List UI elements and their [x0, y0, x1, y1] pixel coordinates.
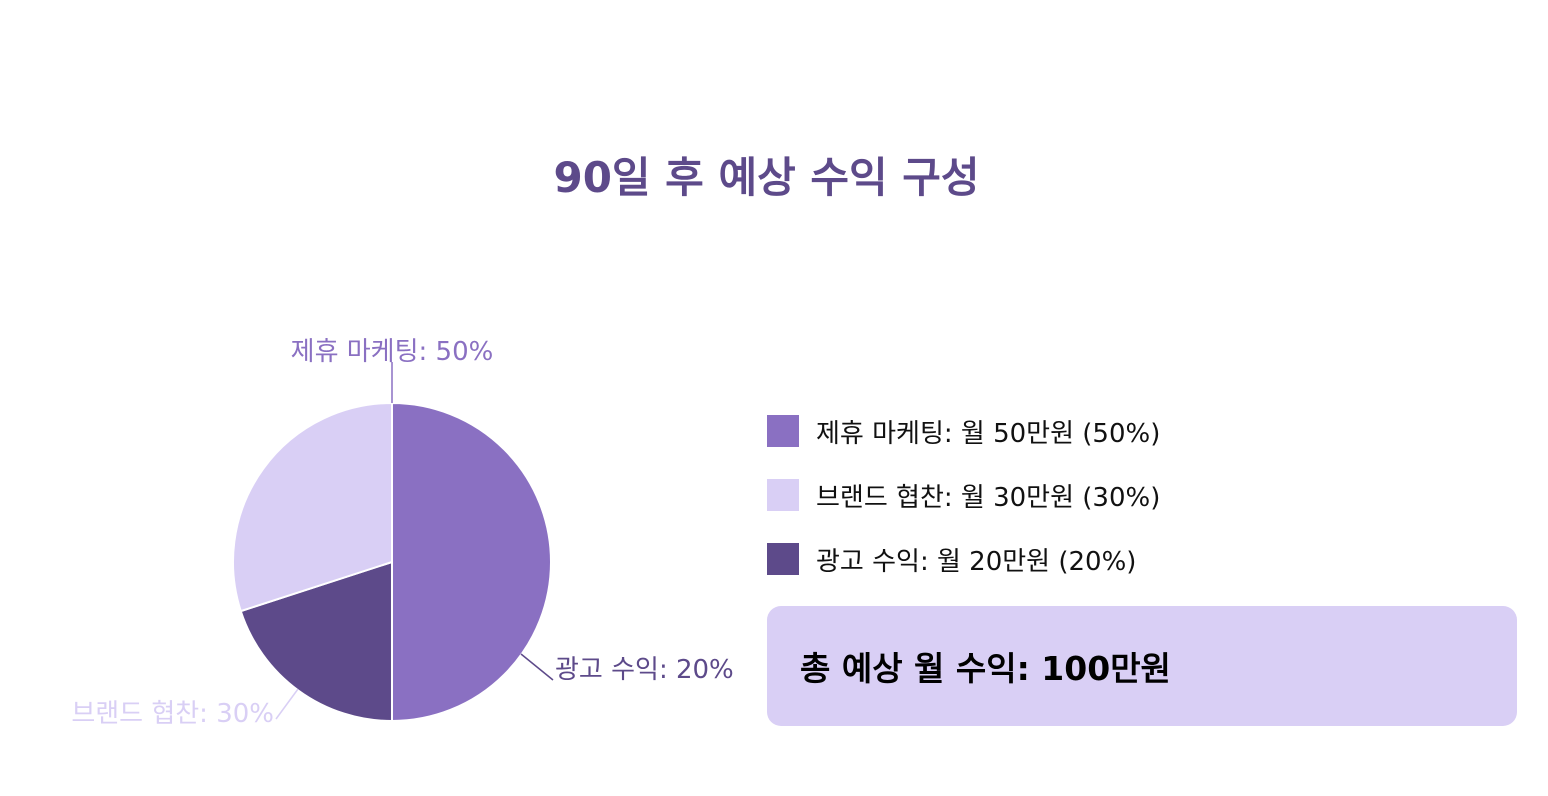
slice-label-brand: 브랜드 협찬: 30% [71, 699, 274, 729]
pie-slice-affiliate [391, 401, 552, 723]
legend-swatch-brand [767, 479, 799, 511]
pie-slice-brand [232, 401, 393, 613]
pie-chart: 제휴 마케팅: 50% 광고 수익: 20% 브랜드 협찬: 30% [71, 337, 734, 729]
legend-swatch-affiliate [767, 415, 799, 447]
pie-slice-ads [239, 560, 393, 723]
chart-title: 90일 후 예상 수익 구성 [553, 153, 980, 202]
legend-item-ads: 광고 수익: 월 20만원 (20%) [767, 527, 1527, 591]
legend-item-affiliate: 제휴 마케팅: 월 50만원 (50%) [767, 399, 1527, 463]
total-revenue-label: 총 예상 월 수익: 100만원 [800, 649, 1171, 688]
legend-label-affiliate: 제휴 마케팅: 월 50만원 (50%) [816, 418, 1161, 449]
legend-label-brand: 브랜드 협찬: 월 30만원 (30%) [816, 482, 1161, 513]
legend-swatch-ads [767, 543, 799, 575]
total-revenue-box: 총 예상 월 수익: 100만원 [767, 606, 1517, 726]
legend: 제휴 마케팅: 월 50만원 (50%) 브랜드 협찬: 월 30만원 (30%… [767, 399, 1527, 591]
leader-line-brand [275, 688, 299, 720]
legend-item-brand: 브랜드 협찬: 월 30만원 (30%) [767, 463, 1527, 527]
leader-line-ads [520, 653, 554, 681]
legend-label-ads: 광고 수익: 월 20만원 (20%) [816, 546, 1137, 577]
slice-label-affiliate: 제휴 마케팅: 50% [291, 337, 494, 367]
slice-label-ads: 광고 수익: 20% [555, 655, 734, 685]
